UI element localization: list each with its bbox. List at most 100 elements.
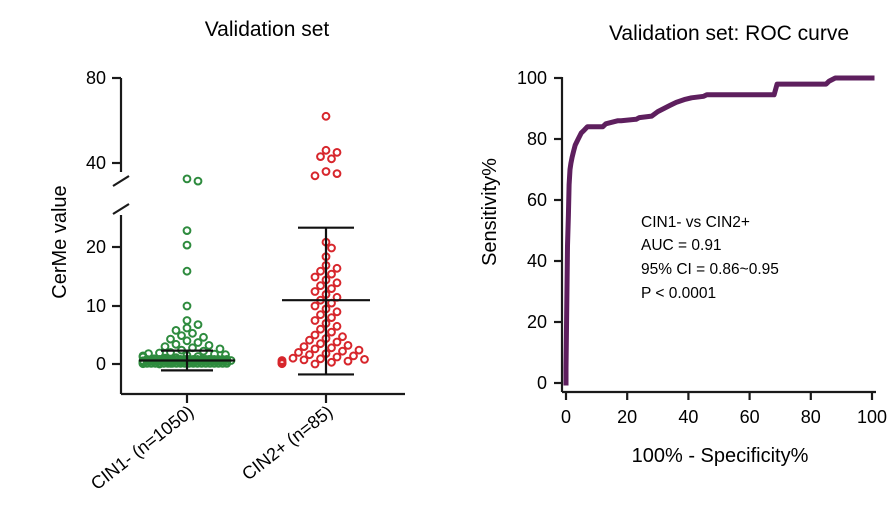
roc-y-axis-label: Sensitivity% bbox=[479, 158, 501, 266]
roc-y-tick-label: 0 bbox=[537, 373, 547, 393]
data-point bbox=[193, 176, 203, 186]
data-point bbox=[163, 355, 173, 364]
data-point bbox=[288, 353, 298, 363]
data-point bbox=[354, 345, 364, 355]
data-point bbox=[343, 341, 353, 350]
y-tick-label-10: 10 bbox=[86, 296, 106, 316]
data-point bbox=[182, 266, 192, 276]
data-point bbox=[180, 355, 190, 364]
data-point bbox=[193, 320, 203, 330]
data-point bbox=[193, 338, 203, 347]
data-point bbox=[332, 307, 342, 317]
data-point bbox=[327, 343, 336, 353]
data-point bbox=[332, 321, 342, 331]
data-point bbox=[182, 174, 192, 184]
data-point bbox=[316, 281, 325, 291]
data-point bbox=[182, 240, 192, 250]
data-point bbox=[155, 355, 165, 364]
data-point bbox=[146, 355, 156, 364]
data-point bbox=[222, 355, 232, 364]
dotplot-axes bbox=[112, 76, 405, 403]
data-point bbox=[316, 266, 325, 276]
data-point bbox=[316, 152, 325, 162]
roc-x-axis-label: 100% - Specificity% bbox=[632, 445, 809, 467]
data-point bbox=[321, 167, 331, 176]
data-point bbox=[310, 301, 320, 311]
roc-ticks: 0 20 40 60 80 100 0 20 40 60 80 100 bbox=[517, 68, 887, 427]
data-point bbox=[321, 111, 331, 121]
dotplot-panel: Validation set CerMe value 80 40 20 bbox=[49, 18, 405, 494]
x-tick-label-cin1: CIN1- (n=1050) bbox=[87, 401, 197, 493]
data-point bbox=[167, 355, 177, 364]
roc-y-tick-label: 60 bbox=[527, 190, 547, 210]
data-point bbox=[184, 355, 194, 364]
data-point bbox=[215, 344, 225, 354]
roc-panel: Validation set: ROC curve Sensitivity% 1… bbox=[479, 22, 887, 467]
data-point bbox=[338, 332, 347, 342]
data-point bbox=[305, 350, 314, 360]
data-point bbox=[316, 310, 325, 320]
data-point bbox=[159, 355, 169, 364]
data-point bbox=[160, 342, 170, 352]
data-point bbox=[327, 154, 336, 164]
data-point bbox=[182, 301, 192, 311]
data-point bbox=[310, 330, 320, 340]
data-point bbox=[310, 287, 320, 296]
data-point bbox=[209, 355, 219, 364]
roc-x-tick-label: 0 bbox=[561, 407, 571, 427]
roc-x-tick-label: 100 bbox=[857, 407, 887, 427]
data-point bbox=[327, 357, 336, 367]
data-point bbox=[151, 355, 160, 364]
data-point bbox=[204, 341, 214, 350]
data-point bbox=[205, 355, 215, 364]
annotation-ci: 95% CI = 0.86~0.95 bbox=[641, 261, 779, 278]
data-point bbox=[310, 359, 320, 369]
data-point bbox=[327, 313, 336, 323]
data-point bbox=[360, 355, 369, 364]
data-point bbox=[182, 316, 192, 325]
data-point bbox=[305, 335, 314, 345]
annotation-comparison: CIN1- vs CIN2+ bbox=[641, 214, 750, 231]
data-point bbox=[172, 355, 181, 364]
axis-break-mark-upper bbox=[112, 175, 130, 187]
data-point bbox=[188, 328, 197, 338]
data-point bbox=[166, 334, 175, 344]
y-tick-label-40: 40 bbox=[86, 153, 106, 173]
data-point bbox=[327, 327, 336, 337]
data-point bbox=[316, 354, 325, 364]
data-point bbox=[193, 355, 202, 364]
data-point bbox=[316, 339, 325, 349]
data-point bbox=[182, 226, 192, 236]
data-point bbox=[182, 336, 192, 346]
data-point bbox=[294, 348, 303, 357]
roc-x-tick-label: 80 bbox=[801, 407, 821, 427]
data-point bbox=[349, 351, 358, 361]
data-point bbox=[201, 355, 211, 364]
dotplot-y-tick-labels: 80 40 20 10 0 bbox=[86, 68, 106, 374]
data-point bbox=[182, 323, 192, 333]
roc-annotation: CIN1- vs CIN2+ AUC = 0.91 95% CI = 0.86~… bbox=[641, 214, 779, 302]
roc-x-tick-label: 40 bbox=[678, 407, 698, 427]
data-point bbox=[176, 355, 186, 364]
annotation-p-value: P < 0.0001 bbox=[641, 285, 716, 302]
data-point bbox=[338, 346, 347, 356]
roc-title: Validation set: ROC curve bbox=[609, 22, 849, 45]
data-point bbox=[332, 263, 342, 273]
roc-curve bbox=[563, 75, 875, 386]
axis-break-mark-lower bbox=[112, 203, 130, 215]
data-point bbox=[310, 272, 320, 282]
roc-axes bbox=[560, 77, 876, 394]
annotation-auc: AUC = 0.91 bbox=[641, 237, 722, 254]
data-point bbox=[310, 344, 320, 354]
data-point bbox=[327, 243, 336, 253]
data-point bbox=[214, 355, 223, 364]
x-tick-label-cin2: CIN2+ (n=85) bbox=[238, 401, 336, 484]
data-point bbox=[188, 355, 198, 364]
data-point bbox=[171, 339, 181, 349]
roc-y-tick-label: 40 bbox=[527, 251, 547, 271]
y-tick-label-80: 80 bbox=[86, 68, 106, 88]
data-point bbox=[310, 316, 320, 325]
data-point bbox=[321, 145, 331, 155]
roc-x-tick-label: 20 bbox=[617, 407, 637, 427]
